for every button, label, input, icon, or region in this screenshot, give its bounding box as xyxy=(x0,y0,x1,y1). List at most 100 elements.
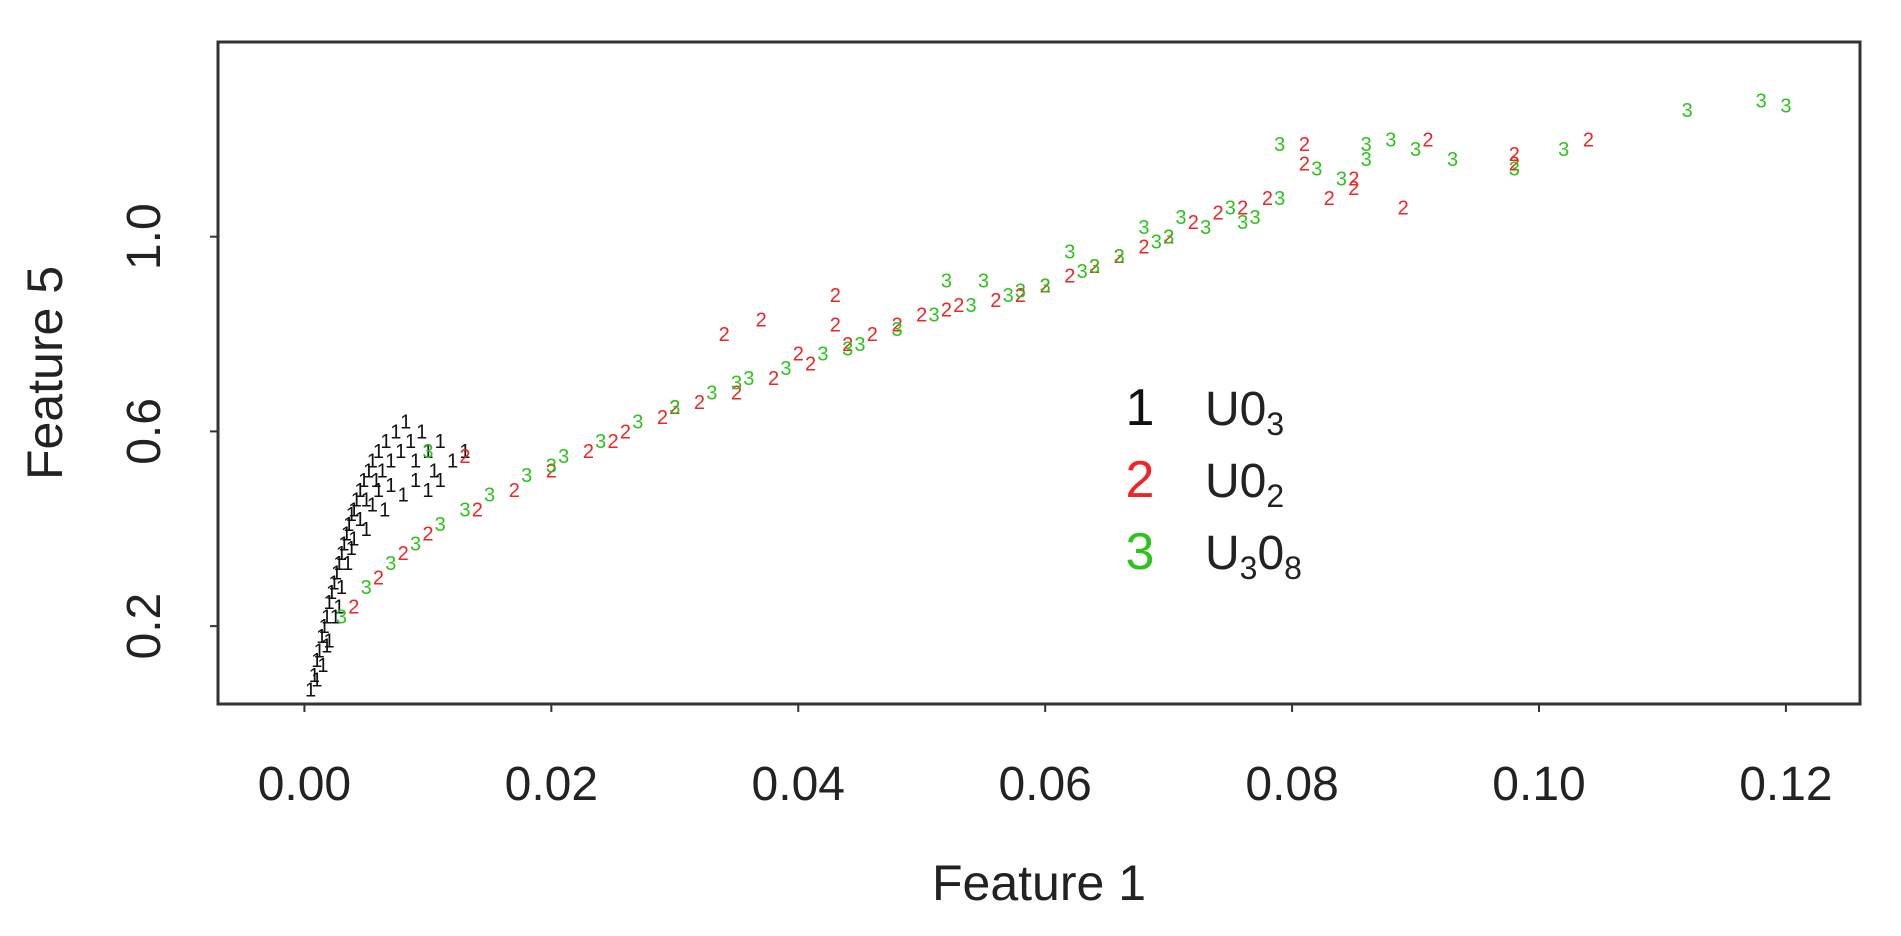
x-tick-label: 0.06 xyxy=(998,758,1091,811)
data-point: 3 xyxy=(1336,168,1347,190)
data-point: 2 xyxy=(620,421,631,443)
data-point: 2 xyxy=(731,382,742,404)
data-point: 1 xyxy=(321,606,332,628)
data-point: 2 xyxy=(422,524,433,546)
data-point: 3 xyxy=(1274,134,1285,156)
data-point: 2 xyxy=(1114,246,1125,268)
data-point: 2 xyxy=(867,324,878,346)
data-point: 3 xyxy=(1509,159,1520,181)
legend-subscript: 3 xyxy=(1240,550,1258,586)
data-point: 3 xyxy=(1200,217,1211,239)
data-point: 2 xyxy=(1509,144,1520,166)
data-point: 3 xyxy=(817,344,828,366)
y-tick-label: 1.0 xyxy=(118,203,171,270)
data-point: 3 xyxy=(1040,275,1051,297)
data-point: 3 xyxy=(891,319,902,341)
data-point: 2 xyxy=(1348,168,1359,190)
x-axis-title: Feature 1 xyxy=(932,855,1146,911)
data-point: 1 xyxy=(324,592,335,614)
data-point: 2 xyxy=(472,499,483,521)
data-point: 1 xyxy=(336,577,347,599)
legend-text: U0 xyxy=(1205,455,1266,508)
data-point: 3 xyxy=(1361,149,1372,171)
data-point: 1 xyxy=(377,460,388,482)
data-point: 2 xyxy=(830,314,841,336)
data-point: 3 xyxy=(1163,227,1174,249)
data-point: 3 xyxy=(422,441,433,463)
data-point: 1 xyxy=(361,519,372,541)
data-point: 3 xyxy=(410,533,421,555)
data-point: 1 xyxy=(336,543,347,565)
data-point: 3 xyxy=(743,368,754,390)
data-point: 2 xyxy=(1212,202,1223,224)
data-point: 1 xyxy=(324,631,335,653)
x-tick-label: 0.00 xyxy=(258,758,351,811)
data-point: 3 xyxy=(1249,207,1260,229)
x-tick-label: 0.10 xyxy=(1492,758,1585,811)
data-point: 1 xyxy=(370,470,381,492)
data-point: 1 xyxy=(343,514,354,536)
data-point: 1 xyxy=(326,582,337,604)
y-axis-ticks: 0.2 0.6 1.0 xyxy=(118,203,218,659)
data-point: 3 xyxy=(1064,241,1075,263)
data-point: 3 xyxy=(1003,285,1014,307)
data-point: 1 xyxy=(361,490,372,512)
x-tick-label: 0.12 xyxy=(1739,758,1832,811)
data-point: 2 xyxy=(657,407,668,429)
data-point: 1 xyxy=(385,451,396,473)
data-point: 2 xyxy=(953,295,964,317)
data-point: 1 xyxy=(314,640,325,662)
data-point: 2 xyxy=(916,305,927,327)
data-point: 3 xyxy=(1274,188,1285,210)
legend-label: U02 xyxy=(1205,455,1284,514)
data-point: 1 xyxy=(319,616,330,638)
legend-symbol: 2 xyxy=(1126,451,1155,509)
data-point: 1 xyxy=(348,529,359,551)
data-point: 1 xyxy=(333,597,344,619)
data-point: 2 xyxy=(398,543,409,565)
y-axis-title: Feature 5 xyxy=(17,266,73,480)
data-point: 1 xyxy=(400,412,411,434)
data-point: 2 xyxy=(1015,285,1026,307)
legend-subscript: 8 xyxy=(1284,550,1302,586)
data-point: 1 xyxy=(422,441,433,463)
data-point: 1 xyxy=(422,480,433,502)
data-point: 2 xyxy=(509,480,520,502)
legend-label: U03 xyxy=(1205,383,1284,442)
data-point: 3 xyxy=(780,358,791,380)
x-tick-label: 0.04 xyxy=(752,758,845,811)
data-point: 1 xyxy=(367,494,378,516)
data-point: 2 xyxy=(459,446,470,468)
data-point: 1 xyxy=(328,572,339,594)
data-point: 1 xyxy=(398,485,409,507)
data-point: 2 xyxy=(805,353,816,375)
data-point: 2 xyxy=(1064,266,1075,288)
data-point: 2 xyxy=(756,309,767,331)
data-point: 1 xyxy=(321,636,332,658)
data-point: 3 xyxy=(484,485,495,507)
data-point: 2 xyxy=(1299,134,1310,156)
data-point: 1 xyxy=(405,431,416,453)
data-point: 3 xyxy=(1089,256,1100,278)
data-point: 3 xyxy=(1682,100,1693,122)
legend-symbol: 3 xyxy=(1126,523,1155,581)
data-point: 2 xyxy=(1509,154,1520,176)
data-point: 3 xyxy=(966,295,977,317)
data-point: 1 xyxy=(373,480,384,502)
data-point: 1 xyxy=(333,553,344,575)
y-tick-label: 0.6 xyxy=(118,398,171,465)
data-point: 3 xyxy=(1077,261,1088,283)
data-point: 3 xyxy=(1225,198,1236,220)
data-point: 1 xyxy=(447,451,458,473)
data-point: 1 xyxy=(435,470,446,492)
data-point: 3 xyxy=(1138,217,1149,239)
data-point: 2 xyxy=(1089,256,1100,278)
data-point: 3 xyxy=(546,455,557,477)
x-tick-label: 0.08 xyxy=(1245,758,1338,811)
plot-frame xyxy=(216,40,1862,706)
data-point: 1 xyxy=(385,475,396,497)
legend-text: U xyxy=(1205,527,1240,580)
data-point: 2 xyxy=(1188,212,1199,234)
data-point: 3 xyxy=(1175,207,1186,229)
